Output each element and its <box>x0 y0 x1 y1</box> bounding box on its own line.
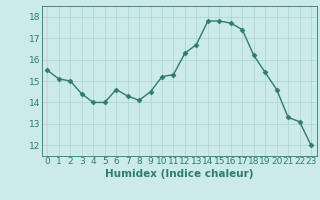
X-axis label: Humidex (Indice chaleur): Humidex (Indice chaleur) <box>105 169 253 179</box>
